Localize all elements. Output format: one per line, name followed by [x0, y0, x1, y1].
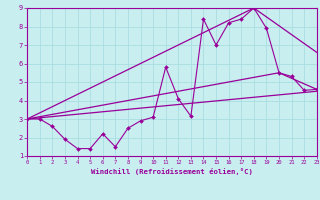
X-axis label: Windchill (Refroidissement éolien,°C): Windchill (Refroidissement éolien,°C) — [91, 168, 253, 175]
